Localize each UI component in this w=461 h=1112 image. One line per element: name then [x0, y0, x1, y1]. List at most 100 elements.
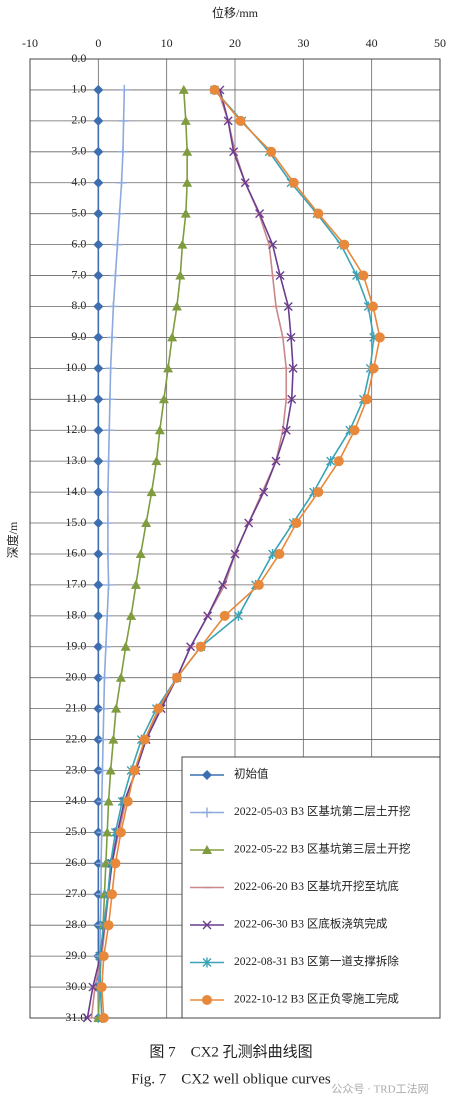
- caption-en: Fig. 7 CX2 well oblique curves: [131, 1071, 331, 1087]
- x-tick-label: 10: [161, 36, 173, 50]
- marker: [158, 394, 169, 404]
- marker: [154, 425, 165, 435]
- marker: [105, 765, 116, 775]
- marker: [288, 363, 298, 373]
- marker: [118, 115, 129, 126]
- marker: [116, 177, 127, 188]
- marker: [104, 394, 115, 405]
- marker: [82, 1013, 92, 1023]
- marker: [112, 239, 123, 250]
- y-tick-label: 8.0: [71, 298, 86, 312]
- marker: [266, 146, 277, 157]
- marker: [202, 957, 212, 968]
- legend-label: 2022-10-12 B3 区正负零施工完成: [234, 992, 399, 1006]
- legend-label: 2022-05-03 B3 区基坑第二层土开挖: [234, 804, 410, 818]
- marker: [102, 548, 113, 559]
- marker: [268, 240, 278, 250]
- marker: [203, 611, 213, 621]
- marker: [244, 518, 254, 528]
- legend-label: 2022-05-22 B3 区基坑第三层土开挖: [234, 842, 410, 856]
- marker: [96, 796, 107, 807]
- y-tick-label: 0.0: [71, 51, 86, 65]
- marker: [122, 796, 133, 807]
- marker: [93, 456, 104, 467]
- y-tick-label: 27.0: [65, 886, 86, 900]
- marker: [98, 951, 109, 962]
- marker: [114, 208, 125, 219]
- marker: [230, 549, 240, 559]
- marker: [93, 610, 104, 621]
- y-tick-label: 24.0: [65, 793, 86, 807]
- marker: [151, 456, 162, 466]
- y-tick-label: 28.0: [65, 917, 86, 931]
- y-tick-label: 10.0: [65, 360, 86, 374]
- marker: [333, 456, 344, 467]
- x-tick-label: -10: [22, 36, 38, 50]
- y-tick-label: 11.0: [66, 391, 87, 405]
- marker: [93, 84, 104, 95]
- marker: [240, 178, 250, 188]
- marker: [287, 394, 297, 404]
- y-tick-label: 5.0: [71, 205, 86, 219]
- marker: [255, 209, 265, 219]
- marker: [93, 115, 104, 126]
- marker: [102, 487, 113, 498]
- marker: [96, 982, 107, 993]
- marker: [93, 394, 104, 405]
- marker: [182, 177, 193, 187]
- marker: [93, 703, 104, 714]
- marker: [178, 84, 189, 94]
- y-tick-label: 15.0: [65, 515, 86, 529]
- marker: [167, 332, 178, 342]
- marker: [102, 518, 113, 529]
- marker: [141, 518, 152, 528]
- marker: [117, 146, 128, 157]
- marker: [218, 580, 228, 590]
- marker: [202, 770, 212, 780]
- marker: [368, 363, 379, 374]
- marker: [98, 703, 109, 714]
- y-tick-label: 13.0: [65, 453, 86, 467]
- marker: [202, 920, 212, 930]
- marker: [110, 858, 121, 869]
- marker: [202, 845, 212, 854]
- y-tick-label: 7.0: [71, 267, 86, 281]
- marker: [274, 548, 285, 559]
- marker: [93, 177, 104, 188]
- marker: [126, 610, 137, 620]
- marker: [107, 889, 117, 900]
- marker: [93, 301, 104, 312]
- marker: [93, 641, 104, 652]
- marker: [93, 487, 104, 498]
- marker: [93, 270, 104, 281]
- marker: [271, 456, 281, 466]
- marker: [99, 672, 110, 683]
- y-tick-label: 22.0: [65, 731, 86, 745]
- marker: [105, 363, 116, 374]
- x-axis-title: 位移/mm: [212, 5, 259, 20]
- legend-label: 2022-06-30 B3 区底板浇筑完成: [234, 917, 388, 931]
- y-tick-label: 2.0: [71, 113, 86, 127]
- marker: [103, 456, 114, 467]
- y-tick-label: 6.0: [71, 236, 86, 250]
- marker: [368, 301, 379, 312]
- caption: 图 7 CX2 孔测斜曲线图: [149, 1043, 312, 1060]
- marker: [146, 487, 157, 497]
- y-tick-label: 1.0: [71, 82, 86, 96]
- marker: [102, 827, 113, 837]
- marker: [171, 672, 182, 683]
- marker: [349, 425, 360, 436]
- legend-box: [181, 756, 441, 1019]
- legend-label: 2022-06-20 B3 区基坑开挖至坑底: [234, 879, 399, 893]
- marker: [103, 920, 114, 931]
- marker: [103, 579, 114, 590]
- marker: [195, 641, 206, 652]
- marker: [93, 332, 104, 343]
- y-tick-label: 12.0: [65, 422, 86, 436]
- y-tick-label: 29.0: [65, 948, 86, 962]
- marker: [326, 456, 336, 467]
- marker: [313, 208, 324, 219]
- marker: [259, 487, 269, 497]
